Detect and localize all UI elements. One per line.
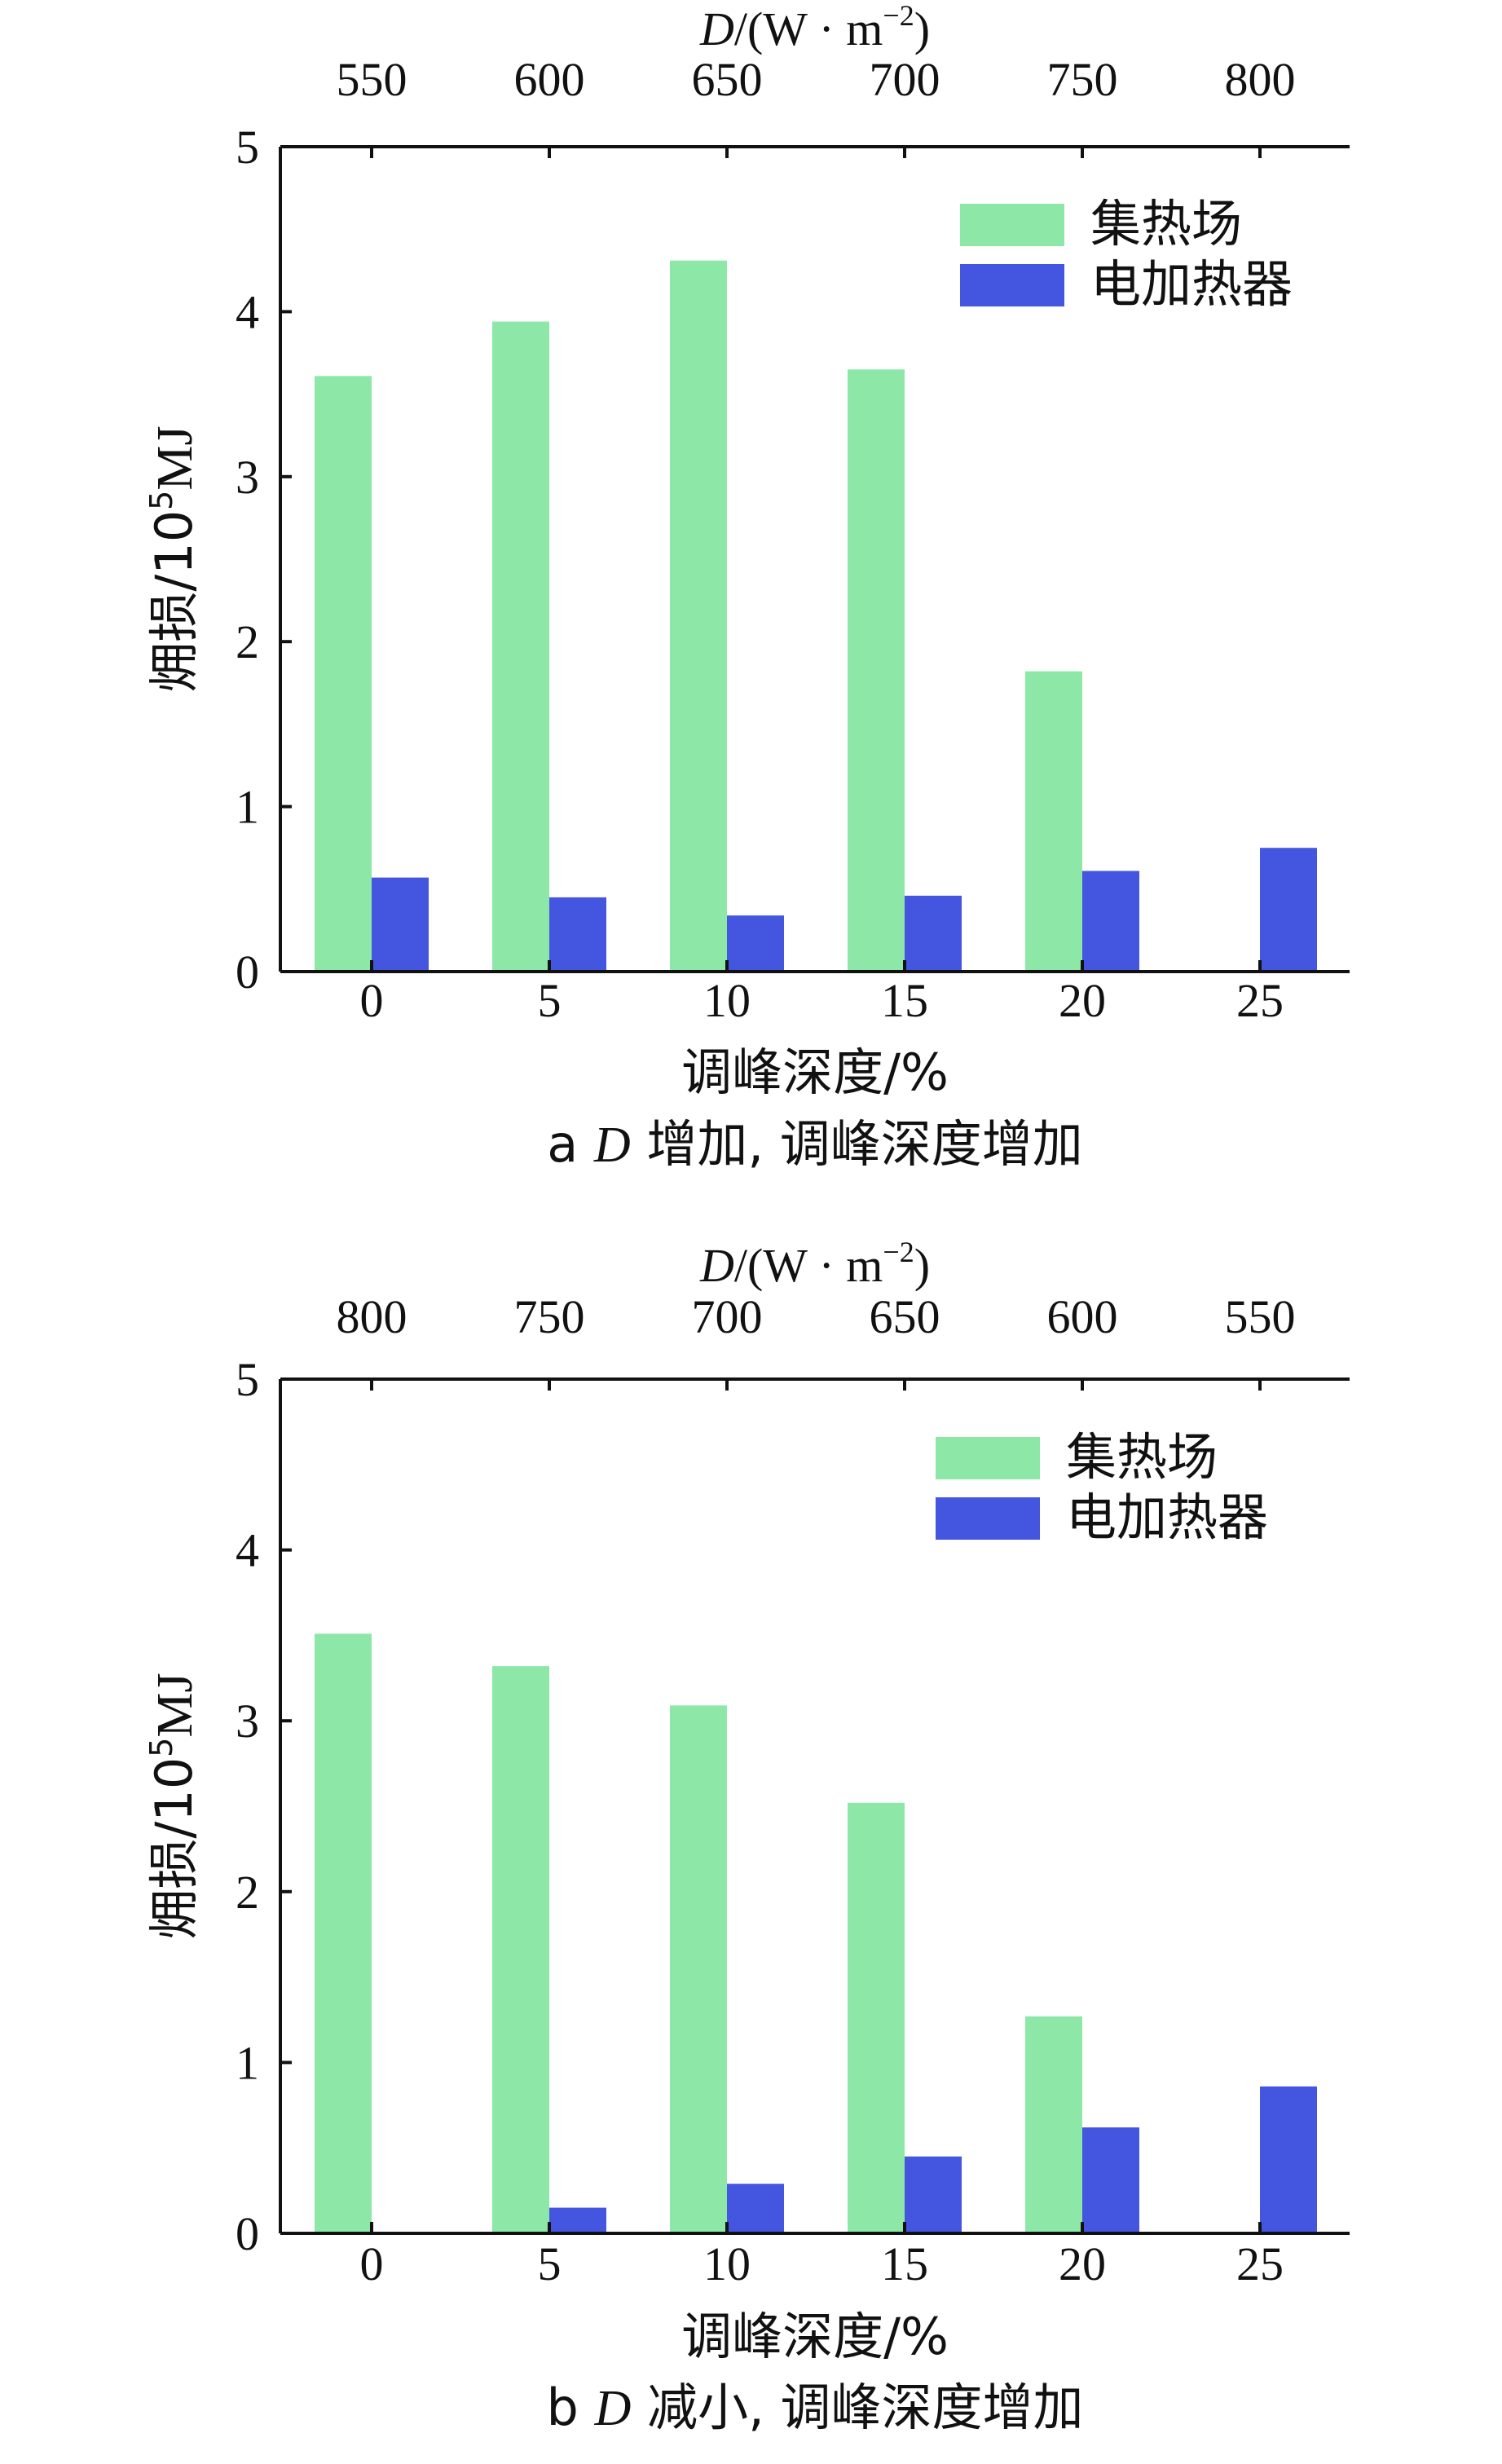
- top-tick-label: 550: [1225, 1290, 1296, 1343]
- y-tick-label: 2: [236, 615, 259, 668]
- x-tick-label: 20: [1059, 974, 1106, 1027]
- bar-heater-20: [1082, 2127, 1139, 2233]
- panel-caption: a D 增加, 调峰深度增加: [547, 1114, 1083, 1174]
- top-axis-title-close: ): [914, 1239, 930, 1292]
- y-tick-label: 5: [236, 121, 259, 174]
- x-tick-label: 10: [703, 2237, 751, 2290]
- top-tick-label: 700: [692, 1290, 763, 1343]
- bar-collector-15: [848, 1802, 905, 2233]
- caption-prefix: b: [547, 2378, 595, 2437]
- x-tick-label: 10: [703, 974, 751, 1027]
- bar-heater-25: [1260, 848, 1317, 972]
- bar-heater-15: [905, 2156, 962, 2233]
- bar-collector-0: [315, 376, 372, 972]
- y-tick-label: 0: [236, 2207, 259, 2260]
- legend-label-1: 电加热器: [1090, 254, 1293, 314]
- y-axis-title: 㶲损/105MJ: [143, 425, 204, 692]
- y-tick-label: 2: [236, 1866, 259, 1919]
- y-axis-title-exp: 5: [143, 491, 179, 510]
- bar-heater-0: [372, 877, 429, 972]
- caption-var: D: [594, 2381, 632, 2436]
- x-axis-title: 调峰深度/%: [681, 1042, 949, 1102]
- top-tick-label: 800: [337, 1290, 407, 1343]
- x-tick-label: 25: [1236, 2237, 1284, 2290]
- top-tick-label: 600: [514, 53, 585, 106]
- legend-label-0: 集热场: [1090, 194, 1242, 253]
- caption-suffix: 增加, 调峰深度增加: [631, 1114, 1083, 1174]
- legend-label-1: 电加热器: [1066, 1488, 1268, 1547]
- y-axis-title-unit: MJ: [148, 425, 203, 490]
- x-tick-label: 0: [360, 974, 384, 1027]
- bar-collector-15: [848, 369, 905, 972]
- top-axis-title-unit: /(W · m: [734, 1239, 883, 1292]
- bar-collector-0: [315, 1633, 372, 2233]
- top-axis-title-var: D: [699, 2, 734, 55]
- bar-collector-10: [670, 1705, 727, 2233]
- bar-collector-10: [670, 260, 727, 972]
- y-tick-label: 3: [236, 451, 259, 504]
- bar-collector-5: [492, 1666, 549, 2233]
- top-axis-title-close: ): [914, 2, 930, 55]
- top-axis-title-exp: −2: [883, 1236, 914, 1268]
- x-tick-label: 0: [360, 2237, 384, 2290]
- bar-collector-5: [492, 321, 549, 972]
- caption-suffix: 减小, 调峰深度增加: [631, 2378, 1083, 2437]
- bar-heater-10: [727, 915, 784, 972]
- bar-heater-5: [549, 897, 606, 972]
- y-tick-label: 1: [236, 2036, 259, 2089]
- bar-collector-20: [1025, 2016, 1082, 2233]
- caption-var: D: [593, 1117, 631, 1173]
- bar-heater-5: [549, 2207, 606, 2233]
- caption-prefix: a: [547, 1114, 594, 1174]
- y-axis-title-main: 㶲损/10: [144, 1757, 204, 1940]
- top-tick-label: 550: [337, 53, 407, 106]
- top-axis-title: D/(W · m−2): [699, 0, 930, 55]
- top-tick-label: 750: [1047, 53, 1118, 106]
- legend-swatch-1: [936, 1497, 1040, 1540]
- top-axis-title-unit: /(W · m: [734, 2, 883, 55]
- x-tick-label: 15: [881, 974, 928, 1027]
- y-axis-title-main: 㶲损/10: [144, 510, 204, 693]
- panel-caption: b D 减小, 调峰深度增加: [547, 2378, 1084, 2437]
- top-tick-label: 800: [1225, 53, 1296, 106]
- top-tick-label: 650: [870, 1290, 940, 1343]
- y-axis-title-unit: MJ: [148, 1673, 203, 1737]
- x-axis-title: 调峰深度/%: [681, 2307, 949, 2366]
- top-axis-title-exp: −2: [883, 0, 914, 32]
- y-tick-label: 1: [236, 781, 259, 834]
- bar-heater-10: [727, 2184, 784, 2233]
- bar-collector-20: [1025, 671, 1082, 972]
- legend-swatch-0: [960, 204, 1064, 246]
- bar-heater-15: [905, 895, 962, 972]
- x-tick-label: 15: [881, 2237, 928, 2290]
- top-tick-label: 650: [692, 53, 763, 106]
- top-axis-title: D/(W · m−2): [699, 1236, 930, 1292]
- bar-heater-25: [1260, 2086, 1317, 2233]
- top-tick-label: 750: [514, 1290, 585, 1343]
- x-tick-label: 25: [1236, 974, 1284, 1027]
- y-axis-title: 㶲损/105MJ: [143, 1673, 204, 1939]
- x-tick-label: 20: [1059, 2237, 1106, 2290]
- top-axis-title-var: D: [699, 1239, 734, 1292]
- y-tick-label: 4: [236, 1524, 259, 1577]
- y-tick-label: 0: [236, 945, 259, 998]
- y-axis-title-exp: 5: [143, 1738, 179, 1757]
- top-tick-label: 600: [1047, 1290, 1118, 1343]
- x-tick-label: 5: [538, 2237, 562, 2290]
- bar-heater-20: [1082, 871, 1139, 972]
- y-tick-label: 3: [236, 1695, 259, 1748]
- y-tick-label: 4: [236, 285, 259, 338]
- top-tick-label: 700: [870, 53, 940, 106]
- legend-swatch-1: [960, 264, 1064, 306]
- x-tick-label: 5: [538, 974, 562, 1027]
- y-tick-label: 5: [236, 1353, 259, 1406]
- legend-label-0: 集热场: [1066, 1427, 1218, 1487]
- legend-swatch-0: [936, 1437, 1040, 1479]
